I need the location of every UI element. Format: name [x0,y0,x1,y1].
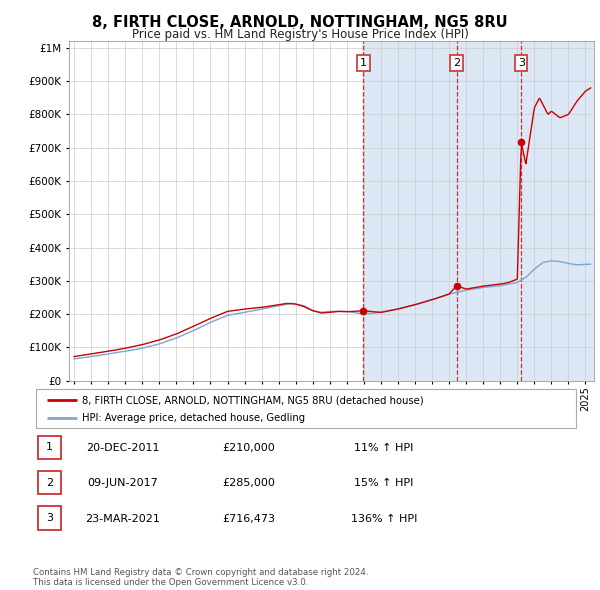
Text: Price paid vs. HM Land Registry's House Price Index (HPI): Price paid vs. HM Land Registry's House … [131,28,469,41]
Text: 11% ↑ HPI: 11% ↑ HPI [355,443,413,453]
Text: Contains HM Land Registry data © Crown copyright and database right 2024.
This d: Contains HM Land Registry data © Crown c… [33,568,368,587]
Text: 8, FIRTH CLOSE, ARNOLD, NOTTINGHAM, NG5 8RU (detached house): 8, FIRTH CLOSE, ARNOLD, NOTTINGHAM, NG5 … [82,395,424,405]
Text: 09-JUN-2017: 09-JUN-2017 [88,478,158,488]
Text: 136% ↑ HPI: 136% ↑ HPI [351,514,417,523]
Text: 20-DEC-2011: 20-DEC-2011 [86,443,160,453]
Text: 1: 1 [360,58,367,68]
Text: 3: 3 [518,58,525,68]
Text: £210,000: £210,000 [223,443,275,453]
Bar [364,41,594,381]
Text: 1: 1 [46,442,53,452]
Text: 3: 3 [46,513,53,523]
Text: 2: 2 [453,58,460,68]
Text: 15% ↑ HPI: 15% ↑ HPI [355,478,413,488]
Text: 8, FIRTH CLOSE, ARNOLD, NOTTINGHAM, NG5 8RU: 8, FIRTH CLOSE, ARNOLD, NOTTINGHAM, NG5 … [92,15,508,30]
Text: £716,473: £716,473 [223,514,275,523]
Text: HPI: Average price, detached house, Gedling: HPI: Average price, detached house, Gedl… [82,413,305,423]
Text: 2: 2 [46,478,53,487]
Text: £285,000: £285,000 [223,478,275,488]
Text: 23-MAR-2021: 23-MAR-2021 [86,514,160,523]
